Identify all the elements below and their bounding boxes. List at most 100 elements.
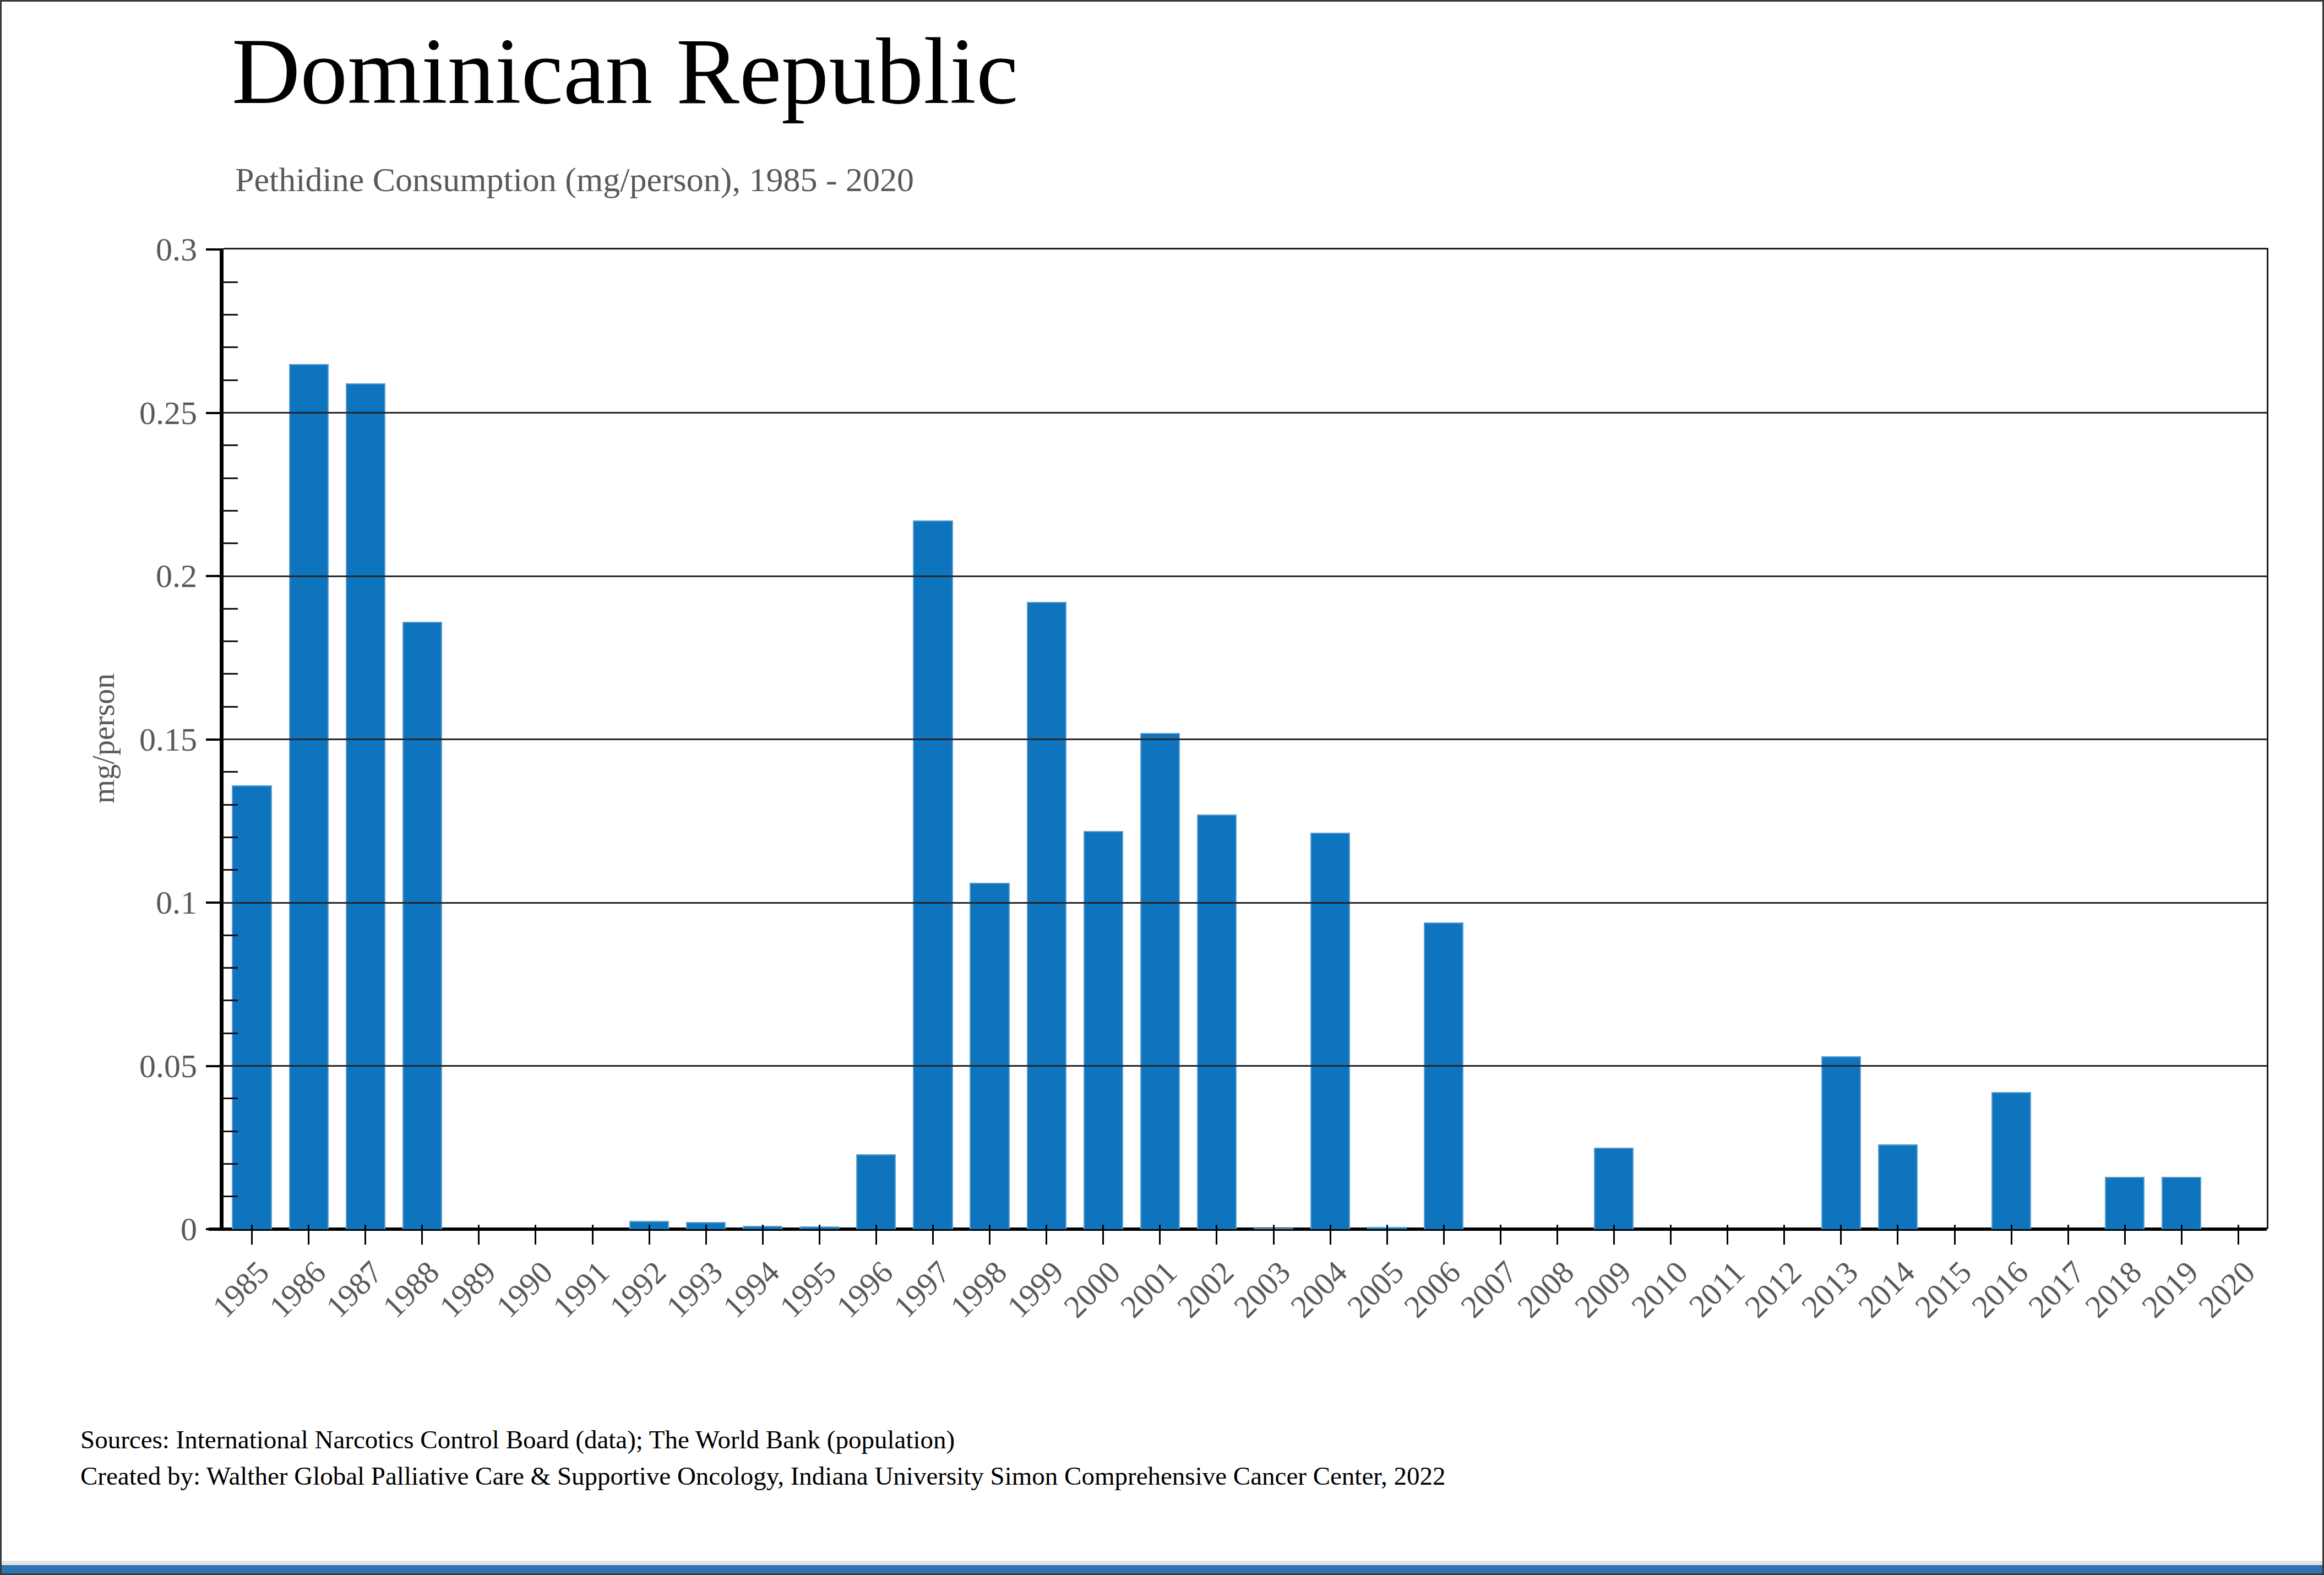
- y-minor-tick: [224, 935, 238, 936]
- x-tick: [1897, 1225, 1898, 1245]
- bar: [913, 520, 953, 1229]
- bar: [1310, 833, 1350, 1229]
- x-tick: [592, 1225, 594, 1245]
- x-tick-label: 1990: [491, 1256, 558, 1323]
- y-tick-label: 0.2: [156, 557, 197, 595]
- x-tick-label: 1996: [831, 1256, 899, 1323]
- x-tick: [1670, 1225, 1672, 1245]
- x-tick-label: 2005: [1342, 1256, 1409, 1323]
- x-tick: [2238, 1225, 2239, 1245]
- y-minor-tick: [224, 1163, 238, 1165]
- y-minor-tick: [224, 542, 238, 544]
- x-tick-label: 2009: [1569, 1256, 1637, 1323]
- x-tick-label: 1993: [661, 1256, 728, 1323]
- x-tick: [308, 1225, 309, 1245]
- y-minor-tick: [224, 379, 238, 381]
- x-tick: [364, 1225, 366, 1245]
- x-tick-label: 1999: [1002, 1256, 1069, 1323]
- x-tick-label: 2008: [1512, 1256, 1580, 1323]
- page-subtitle: Pethidine Consumption (mg/person), 1985 …: [235, 160, 914, 199]
- y-major-tick: [206, 412, 224, 414]
- x-tick-label: 2003: [1228, 1256, 1296, 1323]
- bar: [1027, 602, 1066, 1229]
- y-major-tick: [206, 248, 224, 251]
- x-tick-label: 2010: [1626, 1256, 1694, 1323]
- y-tick-label: 0: [181, 1210, 197, 1248]
- bar: [2105, 1177, 2145, 1229]
- x-tick-label: 2001: [1115, 1256, 1183, 1323]
- y-major-tick: [206, 901, 224, 904]
- x-tick: [875, 1225, 877, 1245]
- bar: [289, 364, 329, 1229]
- x-tick: [1954, 1225, 1956, 1245]
- gridline: [224, 902, 2267, 904]
- y-minor-tick: [224, 346, 238, 348]
- y-minor-tick: [224, 314, 238, 316]
- bar: [970, 883, 1009, 1229]
- bar: [1140, 733, 1180, 1229]
- y-minor-tick: [224, 1000, 238, 1001]
- x-tick-label: 1991: [547, 1256, 615, 1323]
- x-tick: [649, 1225, 650, 1245]
- gridline: [224, 738, 2267, 740]
- bar: [232, 785, 271, 1229]
- x-tick-label: 2019: [2136, 1256, 2204, 1323]
- y-axis-title: mg/person: [86, 674, 121, 803]
- y-major-tick: [206, 1065, 224, 1067]
- x-tick-label: 2013: [1796, 1256, 1864, 1323]
- y-tick-label: 0.1: [156, 884, 197, 921]
- x-tick: [1556, 1225, 1558, 1245]
- x-tick-label: 2007: [1455, 1256, 1523, 1323]
- x-tick-label: 1988: [377, 1256, 445, 1323]
- y-minor-tick: [224, 477, 238, 479]
- x-tick-label: 1994: [717, 1256, 785, 1323]
- bar: [1197, 814, 1237, 1229]
- y-minor-tick: [224, 771, 238, 773]
- x-tick-label: 2014: [1853, 1256, 1920, 1323]
- x-tick: [1443, 1225, 1445, 1245]
- x-tick-label: 2012: [1739, 1256, 1807, 1323]
- x-tick: [1840, 1225, 1842, 1245]
- y-minor-tick: [224, 444, 238, 446]
- gridline: [224, 1065, 2267, 1067]
- y-tick-label: 0.3: [156, 231, 197, 268]
- x-tick: [819, 1225, 820, 1245]
- gridline: [224, 575, 2267, 577]
- page-title: Dominican Republic: [232, 17, 1018, 126]
- x-tick-label: 1995: [774, 1256, 842, 1323]
- x-tick: [2011, 1225, 2012, 1245]
- x-tick-label: 2018: [2080, 1256, 2147, 1323]
- x-tick-label: 1986: [264, 1256, 331, 1323]
- x-tick-label: 2020: [2193, 1256, 2261, 1323]
- bar: [1991, 1092, 2031, 1229]
- x-tick: [535, 1225, 536, 1245]
- x-tick-label: 1998: [945, 1256, 1013, 1323]
- bottom-accent-bar: [2, 1565, 2322, 1573]
- x-tick: [251, 1225, 253, 1245]
- y-minor-tick: [224, 1098, 238, 1099]
- x-tick-label: 2004: [1285, 1256, 1353, 1323]
- y-minor-tick: [224, 804, 238, 806]
- y-minor-tick: [224, 640, 238, 642]
- y-minor-tick: [224, 673, 238, 675]
- x-tick: [1330, 1225, 1331, 1245]
- x-tick: [1613, 1225, 1615, 1245]
- footer-credit-line: Created by: Walther Global Palliative Ca…: [80, 1458, 1446, 1494]
- bar: [1821, 1056, 1861, 1229]
- y-minor-tick: [224, 281, 238, 283]
- x-tick: [1386, 1225, 1388, 1245]
- plot-area: 1985198619871988198919901991199219931994…: [224, 248, 2268, 1229]
- x-tick: [1273, 1225, 1275, 1245]
- bar: [1084, 831, 1123, 1229]
- y-minor-tick: [224, 510, 238, 512]
- bar: [1424, 922, 1463, 1229]
- x-tick: [1216, 1225, 1217, 1245]
- x-tick: [762, 1225, 764, 1245]
- x-tick: [421, 1225, 423, 1245]
- x-tick-label: 1997: [888, 1256, 956, 1323]
- x-tick: [478, 1225, 480, 1245]
- x-tick: [1783, 1225, 1785, 1245]
- bar: [402, 622, 442, 1229]
- x-tick-label: 2017: [2023, 1256, 2091, 1323]
- x-tick-label: 2000: [1058, 1256, 1126, 1323]
